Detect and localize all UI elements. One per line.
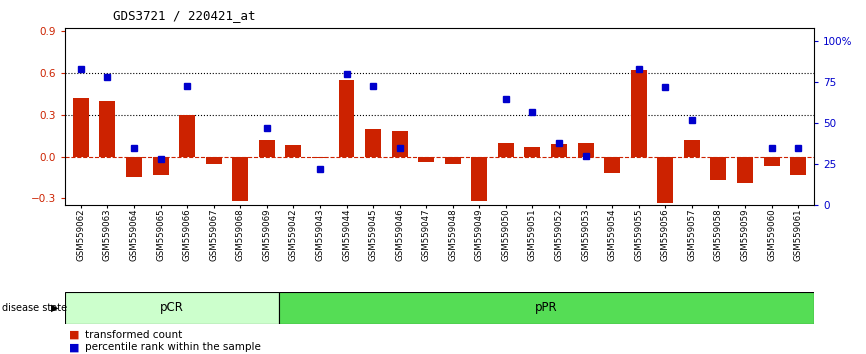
Text: ▶: ▶ bbox=[51, 303, 59, 313]
Bar bbox=[126, 156, 142, 177]
Text: GSM559047: GSM559047 bbox=[422, 209, 430, 262]
Text: ■: ■ bbox=[69, 342, 80, 352]
Text: GSM559065: GSM559065 bbox=[156, 209, 165, 262]
Text: percentile rank within the sample: percentile rank within the sample bbox=[85, 342, 261, 352]
Bar bbox=[657, 156, 673, 202]
Text: pPR: pPR bbox=[535, 302, 558, 314]
Text: GSM559050: GSM559050 bbox=[501, 209, 510, 262]
Text: disease state: disease state bbox=[2, 303, 67, 313]
Bar bbox=[790, 156, 806, 175]
Text: transformed count: transformed count bbox=[85, 330, 182, 340]
Bar bbox=[710, 156, 727, 180]
Text: GSM559049: GSM559049 bbox=[475, 209, 484, 261]
Text: GSM559067: GSM559067 bbox=[210, 209, 218, 262]
Text: GSM559056: GSM559056 bbox=[661, 209, 669, 262]
Text: GSM559054: GSM559054 bbox=[608, 209, 617, 262]
Bar bbox=[279, 292, 814, 324]
Bar bbox=[206, 156, 222, 164]
Text: GSM559069: GSM559069 bbox=[262, 209, 271, 261]
Bar bbox=[551, 144, 567, 156]
Bar bbox=[471, 156, 488, 201]
Bar bbox=[525, 147, 540, 156]
Text: GSM559044: GSM559044 bbox=[342, 209, 351, 262]
Bar bbox=[100, 101, 115, 156]
Bar bbox=[179, 115, 195, 156]
Text: GSM559057: GSM559057 bbox=[688, 209, 696, 262]
Bar bbox=[578, 143, 593, 156]
Text: GSM559045: GSM559045 bbox=[369, 209, 378, 262]
Text: pCR: pCR bbox=[160, 302, 184, 314]
Text: GSM559048: GSM559048 bbox=[449, 209, 457, 262]
Text: GSM559053: GSM559053 bbox=[581, 209, 590, 262]
Bar bbox=[152, 156, 169, 175]
Text: GSM559060: GSM559060 bbox=[767, 209, 776, 262]
Text: GSM559042: GSM559042 bbox=[289, 209, 298, 262]
Text: GSM559052: GSM559052 bbox=[554, 209, 564, 262]
Bar bbox=[339, 80, 354, 156]
Bar bbox=[286, 145, 301, 156]
Text: GSM559046: GSM559046 bbox=[395, 209, 404, 262]
Text: GSM559061: GSM559061 bbox=[793, 209, 803, 262]
Text: GSM559062: GSM559062 bbox=[76, 209, 86, 262]
Bar bbox=[312, 156, 328, 158]
Bar bbox=[445, 156, 461, 164]
Bar bbox=[498, 143, 514, 156]
Bar bbox=[65, 292, 279, 324]
Bar bbox=[418, 156, 434, 162]
Bar bbox=[737, 156, 753, 183]
Text: GSM559064: GSM559064 bbox=[130, 209, 139, 262]
Bar bbox=[365, 129, 381, 156]
Text: GSM559055: GSM559055 bbox=[634, 209, 643, 262]
Bar bbox=[259, 140, 275, 156]
Bar bbox=[630, 70, 647, 156]
Text: GSM559043: GSM559043 bbox=[315, 209, 325, 262]
Text: GSM559059: GSM559059 bbox=[740, 209, 749, 261]
Text: GSM559068: GSM559068 bbox=[236, 209, 245, 262]
Bar bbox=[232, 156, 249, 201]
Bar bbox=[73, 98, 89, 156]
Bar bbox=[604, 156, 620, 173]
Bar bbox=[391, 131, 408, 156]
Text: GDS3721 / 220421_at: GDS3721 / 220421_at bbox=[113, 9, 255, 22]
Text: GSM559066: GSM559066 bbox=[183, 209, 191, 262]
Text: GSM559063: GSM559063 bbox=[103, 209, 112, 262]
Text: GSM559058: GSM559058 bbox=[714, 209, 723, 262]
Bar bbox=[764, 156, 779, 166]
Text: GSM559051: GSM559051 bbox=[528, 209, 537, 262]
Bar bbox=[684, 140, 700, 156]
Text: ■: ■ bbox=[69, 330, 80, 340]
